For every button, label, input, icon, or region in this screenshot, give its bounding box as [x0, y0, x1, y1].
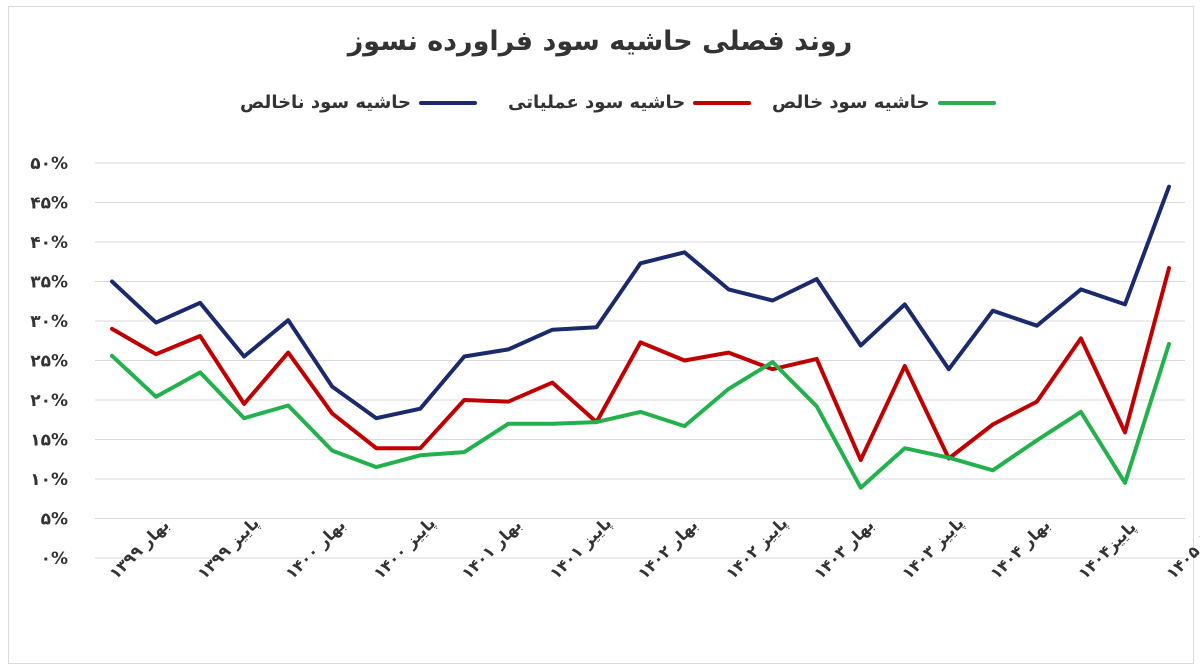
x-tick-label: بهار ۱۴۰۱ [458, 515, 525, 582]
y-tick-label: ۴۵% [30, 194, 68, 214]
y-tick-label: ۳۵% [30, 273, 68, 293]
y-tick-label: ۴۰% [30, 233, 68, 253]
y-tick-label: ۲۵% [30, 352, 68, 372]
net-margin-line [110, 341, 1171, 490]
legend-item-net-margin: حاشیه سود خالص [772, 92, 996, 113]
x-tick-label: پاییز ۱۴۰۰ [370, 513, 440, 583]
x-tick-label: بهار ۱۴۰۳ [810, 515, 877, 582]
x-axis-ticks: بهار ۱۳۹۹ پاییز ۱۳۹۹ بهار ۱۴۰۰ پاییز ۱۴۰۰ به… [105, 513, 1200, 583]
legend-label-net-margin: حاشیه سود خالص [772, 92, 930, 113]
legend-item-operating-margin: حاشیه سود عملیاتی [508, 92, 752, 113]
operating-margin-line [110, 266, 1171, 462]
y-axis-ticks: ۰% ۵% ۱۰% ۱۵% ۲۰% ۲۵% ۳۰% ۳۵% ۴۰% ۴۵% ۵۰% [30, 154, 68, 569]
legend-label-operating-margin: حاشیه سود عملیاتی [508, 92, 686, 113]
chart-frame [8, 6, 1194, 664]
x-tick-label: پاییز ۱۴۰۳ [898, 513, 968, 583]
legend-swatch-gross-margin [419, 100, 478, 105]
y-tick-label: ۲۰% [30, 391, 68, 411]
y-tick-label: ۱۵% [30, 431, 68, 451]
series-lines [110, 184, 1171, 490]
legend-swatch-operating-margin [693, 100, 752, 105]
y-tick-label: ۳۰% [30, 312, 68, 332]
legend: حاشیه سود ناخالص حاشیه سود عملیاتی حاشیه… [0, 92, 1200, 122]
y-tick-label: ۵% [41, 510, 68, 530]
chart-title: روند فصلی حاشیه سود فراورده نسوز [347, 26, 853, 57]
y-tick-label: ۱۰% [30, 470, 68, 490]
x-tick-label: پاییز۱۴۰۴ [1074, 517, 1140, 583]
legend-item-gross-margin: حاشیه سود ناخالص [240, 92, 478, 113]
x-tick-label: بهار ۱۴۰۴ [986, 515, 1053, 582]
x-tick-label: پاییز ۱۳۹۹ [193, 513, 263, 583]
x-tick-label: بهار ۱۳۹۹ [105, 515, 172, 582]
legend-swatch-net-margin [937, 100, 996, 105]
y-tick-label: ۵۰% [30, 154, 68, 174]
gridlines [95, 162, 1185, 559]
x-tick-label: بهار ۱۴۰۲ [634, 515, 701, 582]
x-tick-label: پاییز ۱۴۰۱ [546, 513, 616, 583]
x-tick-label: بهار ۱۴۰۰ [282, 515, 349, 582]
y-tick-label: ۰% [41, 549, 68, 569]
legend-label-gross-margin: حاشیه سود ناخالص [240, 92, 412, 113]
x-tick-label: پاییز ۱۴۰۲ [722, 513, 792, 583]
x-tick-label: بهار۱۴۰۵ [1162, 519, 1200, 583]
gross-margin-line [110, 184, 1171, 421]
